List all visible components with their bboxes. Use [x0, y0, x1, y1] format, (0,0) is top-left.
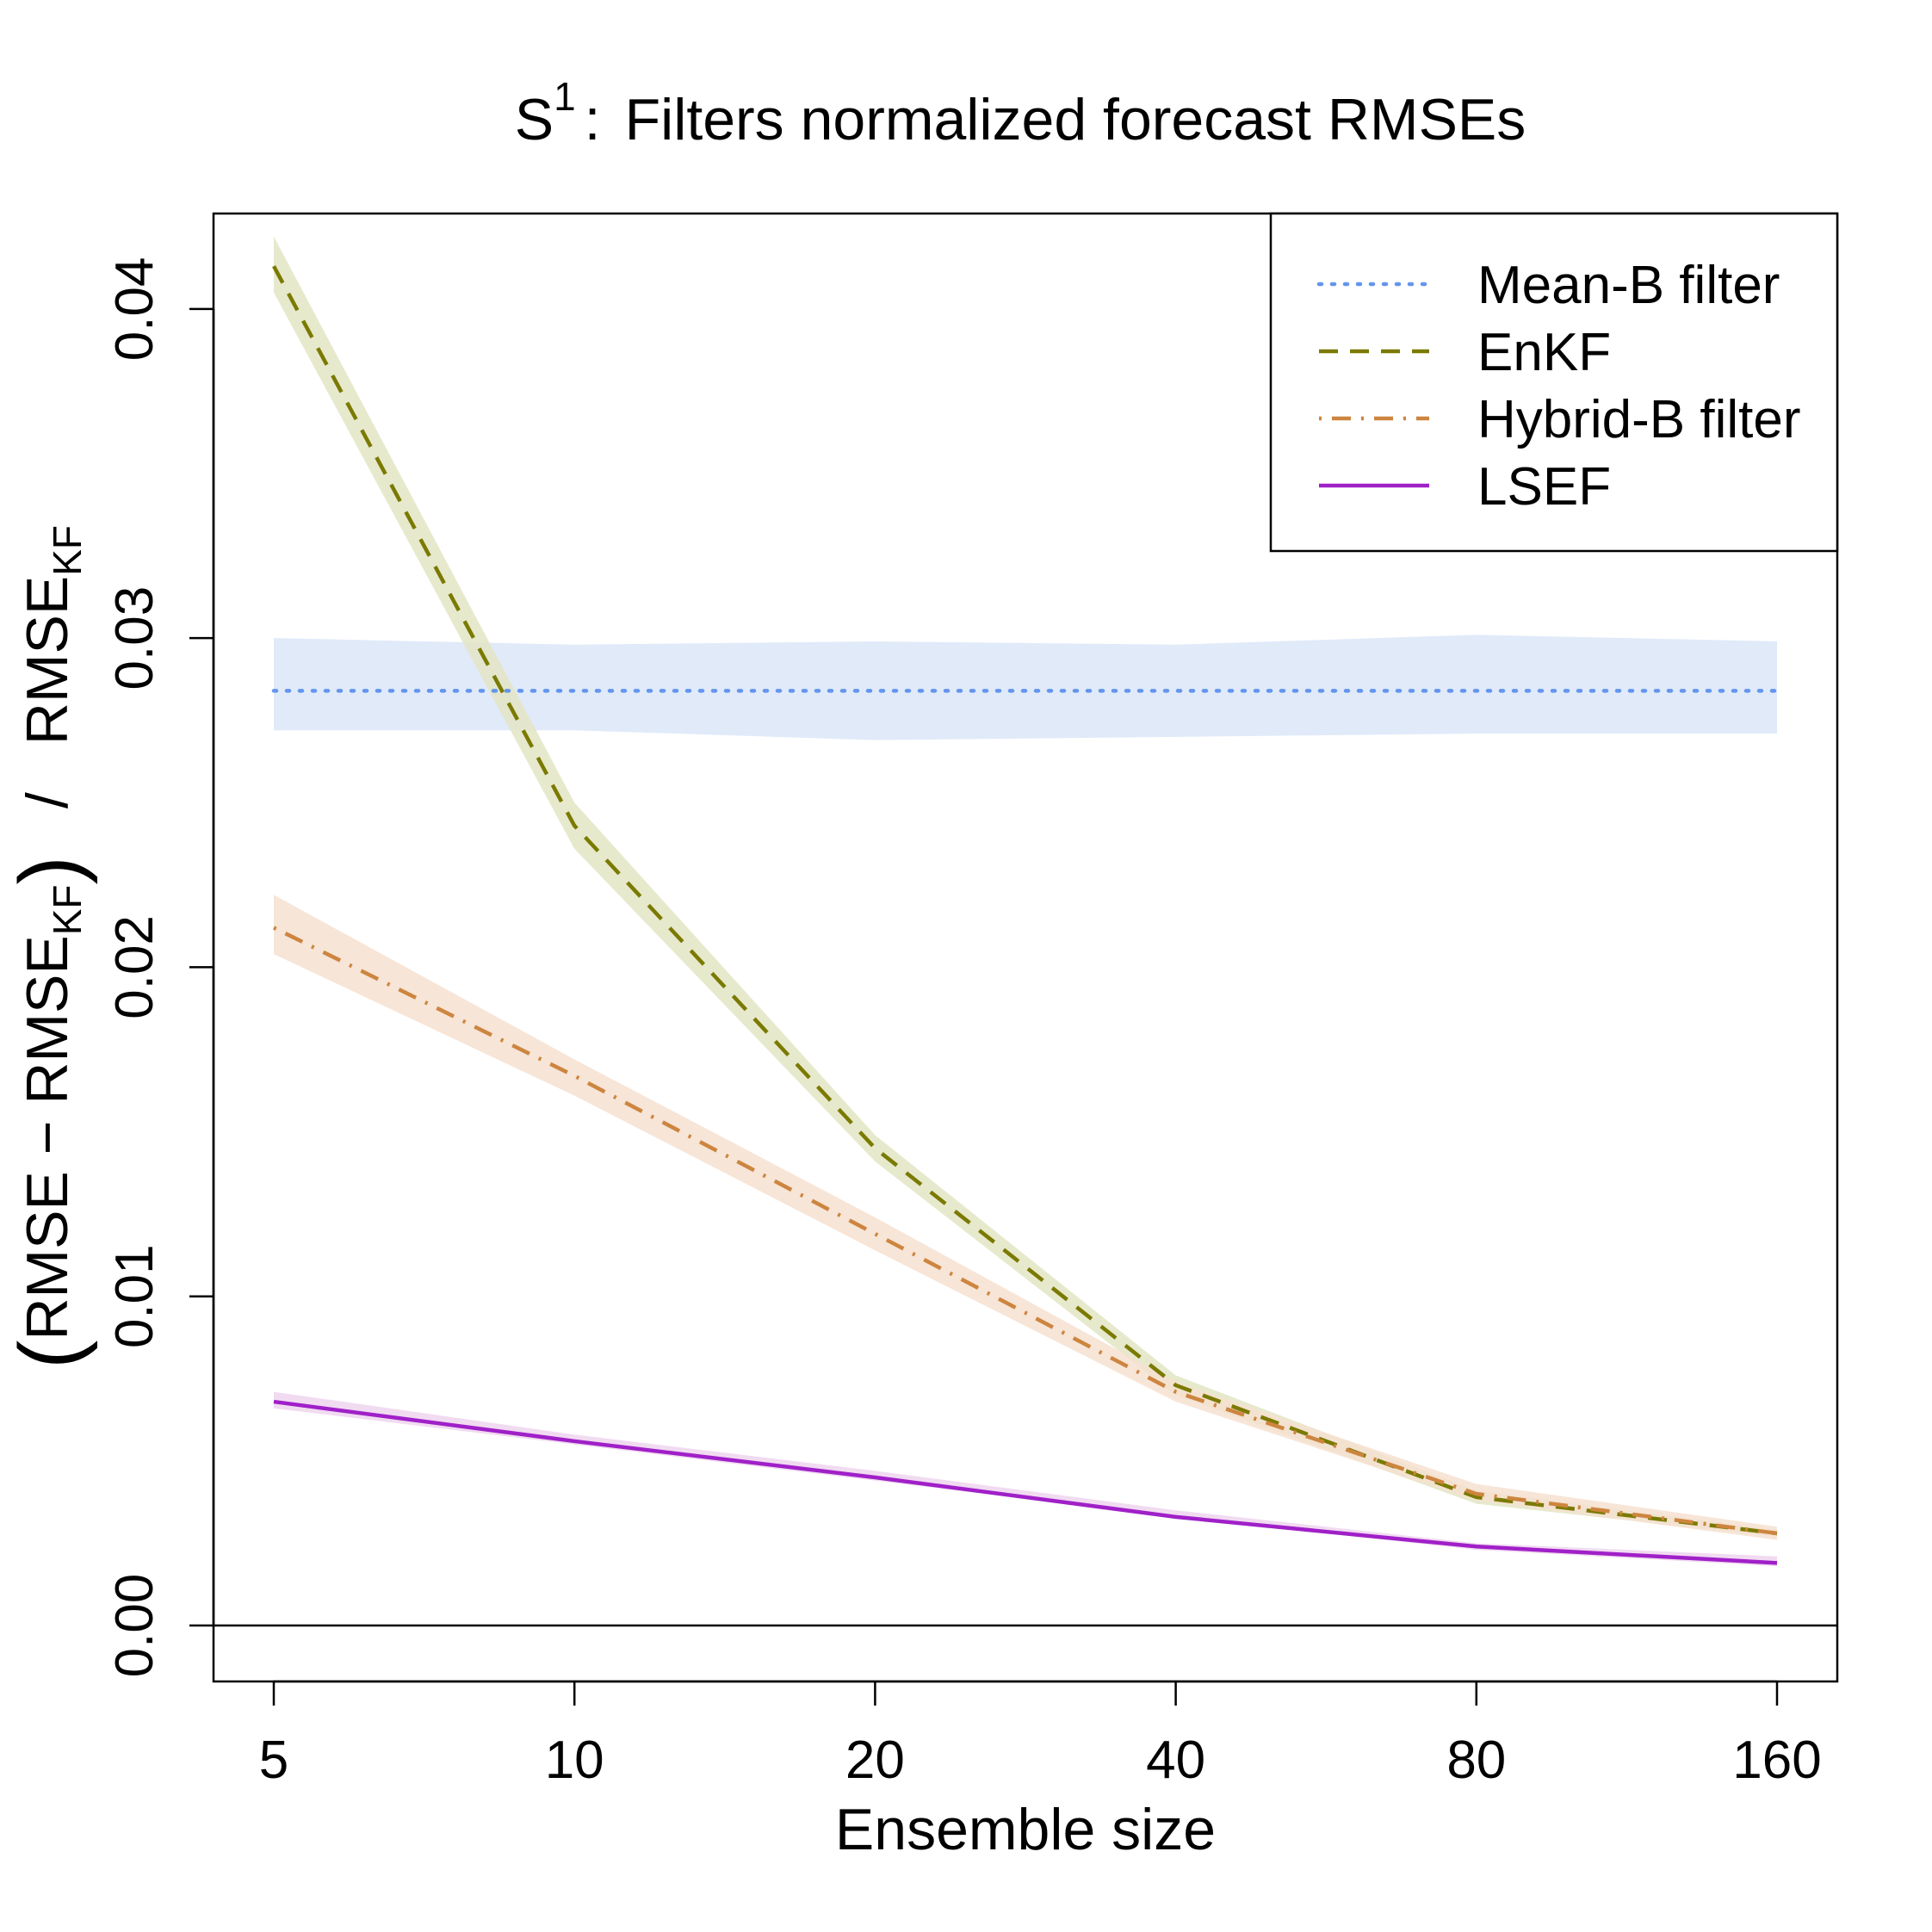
x-tick-label-80: 80: [1446, 1731, 1506, 1790]
legend-label-hybrid-b-filter: Hybrid-B filter: [1477, 390, 1801, 449]
band-hybrid-b-filter: [274, 895, 1777, 1540]
legend-item-enkf: EnKF: [1319, 323, 1611, 382]
y-tick-label-3: 0.03: [105, 586, 164, 690]
y-axis: 0.00 0.01 0.02 0.03 0.04: [105, 257, 215, 1678]
x-tick-label-20: 20: [845, 1731, 905, 1790]
line-enkf: [272, 265, 1778, 1536]
chart-title-text: Filters normalized forecast RMSEs: [625, 87, 1526, 152]
band-mean-b-filter: [274, 635, 1777, 740]
x-axis-label: Ensemble size: [835, 1797, 1216, 1862]
legend-box: [1269, 212, 1839, 553]
y-axis-label-sub2: KF: [45, 525, 90, 576]
y-axis-label-slash: /: [15, 792, 80, 808]
x-axis: 5 10 20 40 80 160: [259, 1680, 1822, 1790]
y-tick-label-1: 0.01: [105, 1244, 164, 1348]
chart-title-separator: :: [585, 87, 601, 152]
legend-label-enkf: EnKF: [1477, 323, 1611, 382]
legend: Mean-B filter EnKF Hybrid-B filter LSEF: [1269, 212, 1839, 553]
band-enkf: [274, 236, 1777, 1537]
chart-title-superscript: 1: [554, 74, 576, 119]
line-hybrid-b-filter: [273, 926, 1778, 1536]
y-tick-label-0: 0.00: [105, 1574, 164, 1678]
legend-item-mean-b-filter: Mean-B filter: [1316, 256, 1780, 315]
x-tick-label-40: 40: [1146, 1731, 1205, 1790]
y-axis-label-sub1: KF: [45, 884, 90, 935]
y-axis-label-open-paren: (: [2, 1341, 98, 1369]
series-lines: [271, 265, 1780, 1565]
y-axis-label-part1: RMSE − RMSE: [15, 935, 80, 1340]
confidence-bands: [274, 236, 1777, 1567]
chart-title: S1: Filters normalized forecast RMSEs: [515, 74, 1526, 152]
legend-item-lsef: LSEF: [1319, 457, 1611, 517]
x-tick-label-160: 160: [1732, 1731, 1821, 1790]
x-tick-label-5: 5: [259, 1731, 288, 1790]
line-lsef: [273, 1399, 1778, 1565]
legend-item-hybrid-b-filter: Hybrid-B filter: [1319, 390, 1801, 449]
y-axis-label-part2: RMSE: [15, 576, 80, 745]
chart-title-prefix: S: [515, 87, 554, 152]
y-axis-label: (RMSE − RMSEKF)/RMSEKF: [2, 525, 98, 1369]
legend-label-mean-b-filter: Mean-B filter: [1477, 256, 1780, 315]
legend-label-lsef: LSEF: [1477, 457, 1611, 517]
band-lsef: [274, 1391, 1777, 1567]
x-tick-label-10: 10: [545, 1731, 604, 1790]
y-tick-label-4: 0.04: [105, 257, 164, 362]
y-tick-label-2: 0.02: [105, 915, 164, 1019]
y-axis-label-close-paren: ): [2, 856, 98, 884]
